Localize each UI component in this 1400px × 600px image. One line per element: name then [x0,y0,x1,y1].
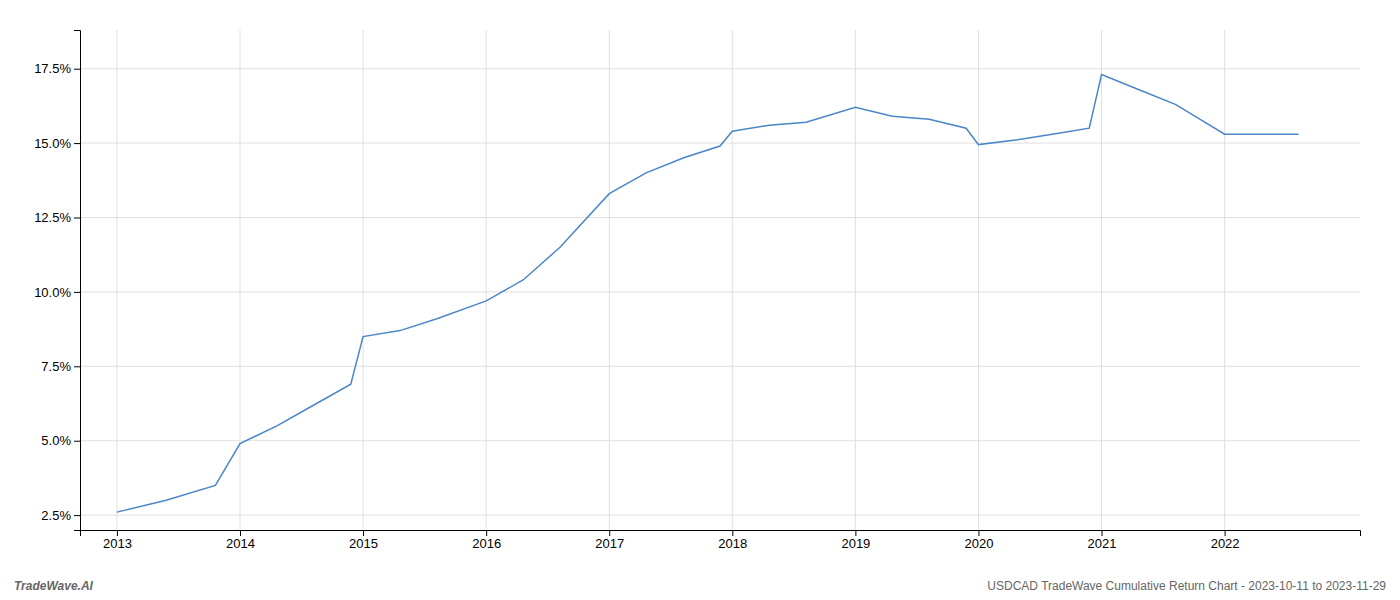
y-tick-mark [74,218,80,219]
x-axis-line [81,531,1361,537]
y-tick: 15.0% [34,136,80,151]
grid-line-y [80,515,1360,516]
x-tick-label: 2017 [595,536,624,551]
x-tick: 2014 [226,530,255,551]
grid-line-y [80,143,1360,144]
x-tick: 2019 [841,530,870,551]
y-tick-label: 10.0% [34,285,71,300]
x-tick-label: 2016 [472,536,501,551]
x-tick-mark [117,530,118,536]
y-tick: 7.5% [41,359,80,374]
x-tick-label: 2013 [103,536,132,551]
grid-line-x [609,30,610,530]
x-tick-label: 2018 [718,536,747,551]
grid-line-x [855,30,856,530]
grid-line-x [1224,30,1225,530]
x-tick-mark [732,530,733,536]
x-tick-label: 2019 [841,536,870,551]
y-tick-mark [74,143,80,144]
x-tick: 2016 [472,530,501,551]
x-tick-label: 2015 [349,536,378,551]
y-tick: 5.0% [41,433,80,448]
grid-line-y [80,366,1360,367]
y-tick: 12.5% [34,210,80,225]
y-tick: 17.5% [34,61,80,76]
grid-line-x [978,30,979,530]
annotation: TradeWave.AI [14,579,94,593]
grid-line-x [240,30,241,530]
grid-line-x [1101,30,1102,530]
x-tick-mark [855,530,856,536]
annotations: TradeWave.AI USDCAD TradeWave Cumulative … [14,579,1386,593]
y-tick: 2.5% [41,508,80,523]
grid-line-x [732,30,733,530]
x-tick-mark [1102,530,1103,536]
y-axis: 2.5% 5.0% 7.5% 10.0% 12.5% 15.0% 17.5% [34,31,80,531]
x-tick: 2013 [103,530,132,551]
marks [117,75,1299,513]
y-tick: 10.0% [34,285,80,300]
x-axis: 2013 2014 2015 2016 2017 2018 2019 2020 2021 2022 [81,530,1361,551]
y-tick-mark [74,69,80,70]
x-tick-mark [609,530,610,536]
y-tick-label: 15.0% [34,136,71,151]
x-tick-mark [978,530,979,536]
x-tick: 2018 [718,530,747,551]
x-tick: 2015 [349,530,378,551]
y-tick-mark [74,515,80,516]
x-tick-label: 2021 [1088,536,1117,551]
y-tick-label: 12.5% [34,210,71,225]
y-tick-label: 5.0% [41,433,71,448]
x-tick: 2021 [1088,530,1117,551]
line [117,75,1299,513]
grid-line-x [363,30,364,530]
grid-line-y [80,440,1360,441]
grid-line-y [80,217,1360,218]
x-tick-label: 2020 [965,536,994,551]
y-tick-mark [74,292,80,293]
x-tick: 2017 [595,530,624,551]
x-tick-label: 2022 [1211,536,1240,551]
y-tick-label: 7.5% [41,359,71,374]
x-tick-mark [1225,530,1226,536]
x-tick: 2022 [1211,530,1240,551]
x-tick-mark [486,530,487,536]
grid-line-y [80,291,1360,292]
annotation: USDCAD TradeWave Cumulative Return Chart… [987,579,1386,593]
y-axis-line [74,31,81,531]
plot: 2013 2014 2015 2016 2017 2018 2019 2020 2021 2022… [34,30,1360,551]
y-tick-mark [74,441,80,442]
x-tick-mark [363,530,364,536]
x-tick: 2020 [965,530,994,551]
grid-line-x [116,30,117,530]
grid [80,30,1360,530]
x-tick-label: 2014 [226,536,255,551]
y-tick-label: 17.5% [34,61,71,76]
y-tick-label: 2.5% [41,508,71,523]
grid-line-y [80,68,1360,69]
grid-line-x [486,30,487,530]
x-tick-mark [240,530,241,536]
y-tick-mark [74,366,80,367]
chart: 2013 2014 2015 2016 2017 2018 2019 2020 2021 2022… [0,0,1400,600]
